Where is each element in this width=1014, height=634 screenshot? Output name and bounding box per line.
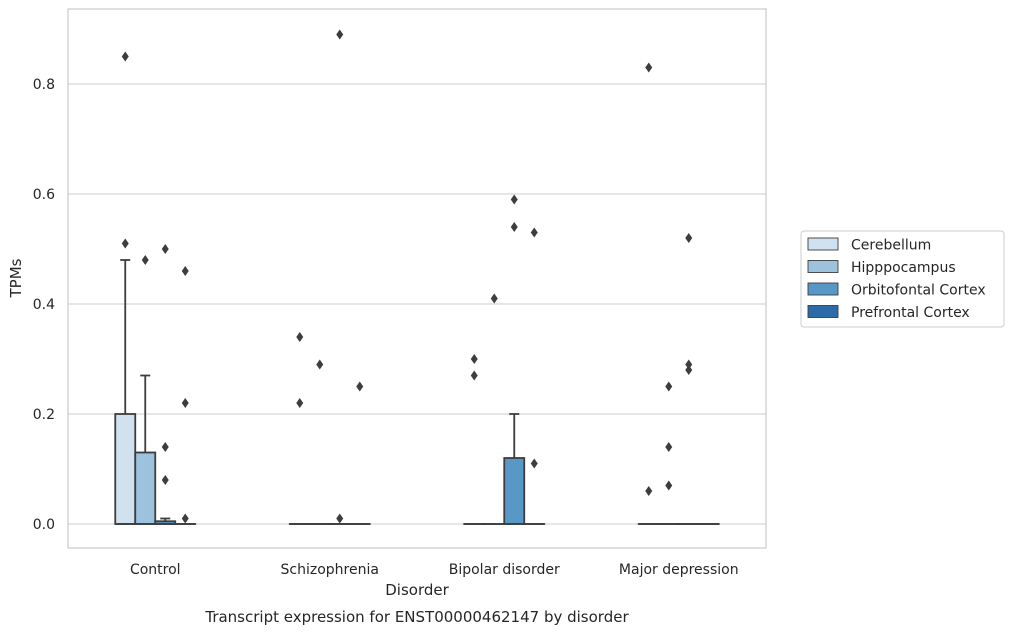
y-tick-label: 0.4 — [33, 297, 55, 313]
box-cerebellum — [288, 332, 311, 525]
box-orbitofontal-cortex — [677, 233, 700, 525]
gridlines — [68, 83, 766, 525]
outlier-point — [665, 442, 673, 452]
legend-swatch — [807, 282, 839, 296]
outlier-point — [161, 442, 169, 452]
outlier-point — [645, 486, 653, 496]
outlier-point — [336, 29, 344, 40]
box-orbitofontal-cortex — [328, 29, 351, 525]
box-hipppocampus — [483, 293, 506, 525]
legend-swatch — [807, 305, 839, 318]
outlier-point — [665, 480, 673, 491]
outlier-point — [181, 266, 189, 276]
box-rect — [114, 413, 137, 525]
x-axis-label: Disorder — [385, 581, 449, 599]
outlier-point — [336, 513, 344, 524]
y-tick-label: 0.0 — [33, 517, 55, 533]
legend-label: Prefrontal Cortex — [851, 305, 970, 321]
legend-frame — [800, 230, 1005, 328]
outlier-point — [141, 255, 149, 265]
outlier-point — [510, 194, 518, 205]
y-tick-label: 0.2 — [33, 407, 55, 423]
outlier-point — [685, 359, 693, 370]
box-prefrontal-cortex — [348, 381, 371, 525]
x-tick-label: Bipolar disorder — [449, 562, 560, 578]
box-prefrontal-cortex — [523, 227, 546, 525]
outlier-point — [161, 244, 169, 254]
outlier-point — [470, 354, 478, 364]
outlier-point — [665, 381, 673, 392]
box-prefrontal-cortex — [174, 266, 197, 525]
box-orbitofontal-cortex — [154, 244, 177, 525]
outlier-point — [685, 233, 693, 243]
outlier-point — [490, 293, 498, 304]
x-tick-label: Major depression — [619, 562, 739, 578]
chart-caption: Transcript expression for ENST0000046214… — [204, 608, 629, 626]
y-axis-label: TPMs — [7, 258, 25, 298]
outlier-point — [296, 332, 304, 342]
outlier-point — [181, 513, 189, 524]
x-tick-label: Control — [130, 562, 181, 578]
outlier-point — [530, 227, 538, 238]
plot-area-frame — [67, 8, 767, 549]
outlier-point — [296, 398, 304, 408]
box-cerebellum — [114, 51, 137, 525]
box-orbitofontal-cortex — [503, 194, 526, 525]
outlier-point — [181, 398, 189, 408]
outlier-point — [121, 51, 129, 62]
box-rect — [134, 451, 157, 525]
legend-label: Hipppocampus — [851, 260, 956, 276]
outlier-point — [121, 238, 129, 249]
box-rect — [503, 457, 526, 525]
outlier-point — [316, 359, 324, 370]
box-hipppocampus — [134, 255, 157, 525]
outlier-point — [685, 365, 693, 375]
box-hipppocampus — [308, 359, 331, 525]
outlier-point — [645, 62, 653, 73]
y-axis-ticks: 0.0 0.2 0.4 0.6 0.8 — [33, 77, 55, 533]
outlier-point — [161, 475, 169, 485]
legend-swatch — [807, 260, 839, 273]
legend: Cerebellum Hipppocampus Orbitofontal Corte… — [800, 230, 1005, 328]
box-cerebellum — [463, 354, 486, 525]
legend-label: Orbitofontal Cortex — [851, 283, 986, 299]
y-tick-label: 0.6 — [33, 187, 55, 203]
legend-swatch — [807, 237, 839, 251]
y-tick-label: 0.8 — [33, 77, 55, 93]
x-axis-ticks: Control Schizophrenia Bipolar disorder Majo… — [130, 562, 739, 578]
box-cerebellum — [637, 62, 660, 525]
outlier-point — [470, 370, 478, 381]
outlier-point — [530, 458, 538, 469]
outlier-point — [510, 222, 518, 232]
x-tick-label: Schizophrenia — [281, 562, 379, 578]
legend-label: Cerebellum — [851, 238, 931, 254]
box-hipppocampus — [657, 381, 680, 525]
box-series — [114, 29, 720, 525]
outlier-point — [356, 381, 364, 392]
